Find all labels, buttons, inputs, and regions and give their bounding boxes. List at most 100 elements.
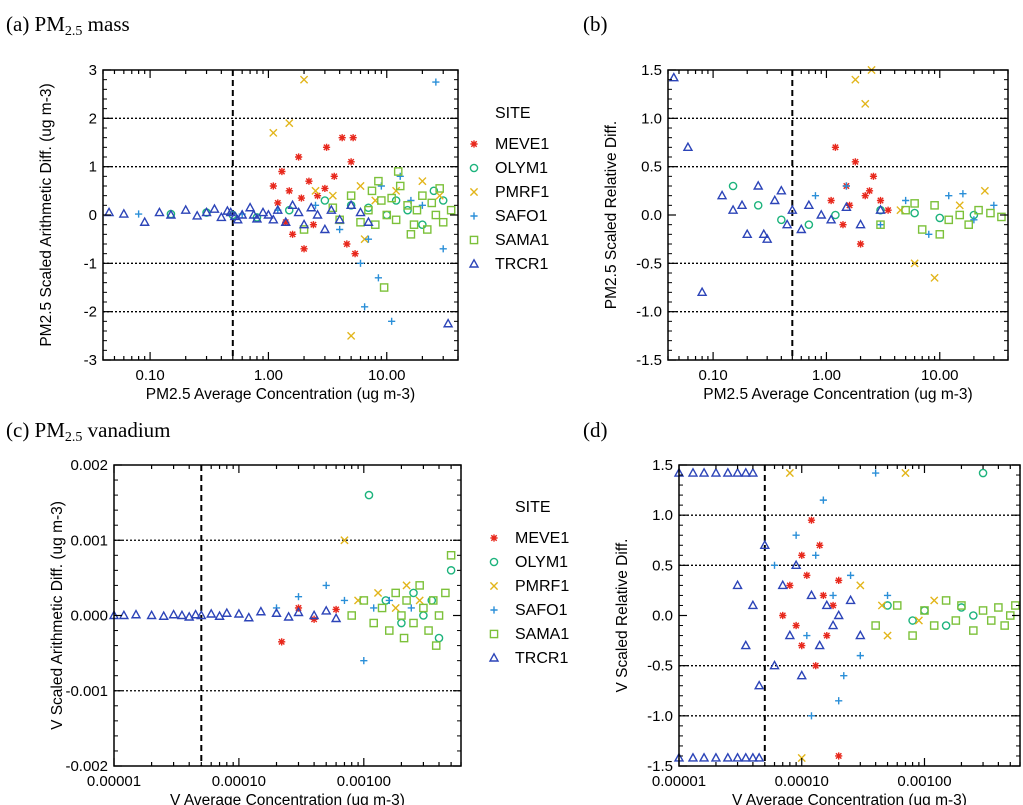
data-point: [216, 211, 227, 222]
data-point: [305, 177, 313, 185]
data-point: [872, 469, 880, 477]
data-point: [345, 199, 357, 210]
data-point: [840, 672, 848, 680]
data-point: [910, 259, 919, 268]
data-point: [978, 606, 988, 615]
series-SAMA1: [299, 167, 456, 292]
data-point: [385, 596, 393, 605]
legend-title: SITE: [495, 105, 531, 122]
data-point: [951, 616, 961, 625]
data-point: [255, 606, 267, 616]
data-point: [176, 609, 188, 620]
data-point: [777, 215, 786, 225]
legend-marker: [489, 629, 499, 639]
data-point: [396, 172, 404, 180]
data-point: [925, 230, 933, 238]
y-tick-label: 1.5: [641, 62, 662, 79]
legend: SITE MEVE1 OLYM1 PMRF1 SAFO1 SAMA1 TRCR1: [488, 499, 569, 667]
data-point: [917, 225, 927, 234]
data-point: [908, 616, 917, 625]
data-point: [914, 616, 923, 625]
data-point: [944, 215, 954, 225]
data-point: [280, 216, 291, 226]
data-point: [409, 618, 418, 628]
data-point: [806, 589, 817, 600]
series-SAFO1: [272, 581, 415, 665]
data-point: [835, 697, 843, 705]
legend-label: OLYM1: [515, 554, 568, 571]
data-point: [229, 210, 241, 221]
y-tick-label: 1.0: [641, 110, 662, 127]
series-PMRF1: [851, 65, 989, 282]
data-point: [698, 752, 710, 762]
y-axis-title: PM2.5 Scaled Relative Diff.: [603, 121, 620, 309]
data-point: [278, 638, 286, 646]
data-point: [407, 604, 415, 612]
data-point: [288, 230, 297, 238]
legend-marker: [490, 606, 498, 614]
x-tick-label: 0.00001: [87, 773, 141, 790]
data-point: [770, 561, 779, 569]
series-PMRF1: [785, 468, 939, 763]
data-point: [135, 210, 143, 218]
panel-d: 0.00001 0.00010 0.00100 -1.5 -1.0 -0.5 0.0 0.5 1…: [614, 457, 1021, 805]
data-point: [920, 606, 929, 615]
data-point: [978, 468, 988, 478]
data-point: [269, 182, 277, 190]
data-point: [969, 626, 978, 635]
data-point: [306, 202, 317, 212]
data-point: [957, 601, 966, 610]
data-point: [388, 317, 396, 325]
panel-label-a: (a) PM2.5 mass: [6, 12, 130, 40]
data-point: [298, 219, 310, 229]
data-point: [876, 221, 885, 229]
data-point: [429, 186, 439, 196]
data-point: [309, 221, 318, 229]
data-point: [807, 516, 816, 524]
plot-frame: [667, 69, 1009, 361]
data-point: [338, 134, 346, 142]
data-point: [263, 209, 274, 219]
data-point: [321, 184, 329, 193]
data-point: [297, 194, 306, 202]
data-point: [382, 210, 392, 220]
data-point: [747, 599, 759, 610]
data-point: [974, 205, 983, 215]
legend-marker: [469, 235, 479, 245]
data-point: [236, 209, 248, 219]
data-point: [980, 186, 989, 195]
data-point: [369, 618, 378, 628]
data-point: [835, 752, 843, 760]
y-axis-title: V Scaled Arithmetic Diff. (ug m-3): [49, 501, 66, 730]
y-tick-label: -0.5: [647, 658, 673, 675]
data-point: [803, 571, 811, 579]
data-point: [313, 192, 322, 200]
data-point: [361, 303, 369, 311]
data-point: [812, 551, 820, 559]
legend-marker: [489, 581, 499, 591]
data-point: [819, 496, 827, 504]
legend-label: PMRF1: [515, 578, 569, 595]
data-point: [412, 205, 422, 215]
data-point: [322, 143, 331, 151]
x-axis-title: V Average Concentration (ug m-3): [732, 792, 967, 805]
y-tick-label: -1.5: [636, 352, 662, 369]
data-point: [920, 606, 929, 615]
data-point: [268, 214, 279, 224]
data-point: [418, 177, 427, 186]
data-point: [293, 606, 304, 617]
data-point: [330, 612, 342, 623]
data-point: [930, 596, 939, 605]
legend-marker: [489, 557, 499, 567]
data-point: [816, 541, 824, 549]
data-point: [334, 214, 345, 224]
data-point: [402, 596, 411, 605]
data-point: [397, 611, 406, 620]
data-point: [753, 680, 765, 690]
y-axis-title: PM2.5 Scaled Arithmetic Diff. (ug m-3): [38, 83, 55, 346]
data-point: [846, 571, 855, 579]
data-point: [856, 652, 864, 660]
data-point: [243, 612, 254, 622]
data-point: [935, 230, 945, 239]
data-point: [278, 167, 286, 176]
